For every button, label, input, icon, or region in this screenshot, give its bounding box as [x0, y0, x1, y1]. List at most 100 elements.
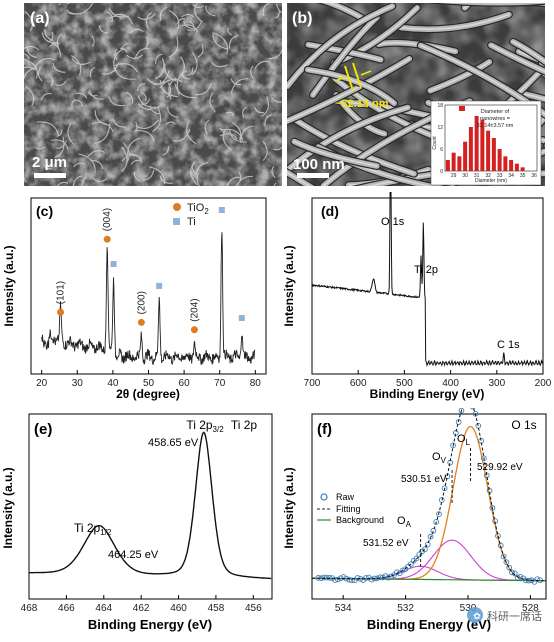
x-tick-label: 460 [170, 603, 187, 614]
raw-data-point [340, 574, 347, 580]
diameter-measure-label: ~32.14 nm [335, 98, 389, 110]
histogram-bar [445, 160, 450, 171]
x-tick-label: 534 [335, 603, 352, 614]
nanowire-highlight [268, 58, 411, 130]
panel-e: 468 466 464 462 460 458 456 (e) Ti 2p Ti 2p3/2… [0, 408, 277, 637]
nanowire-highlight [523, 93, 554, 103]
panel-e-label: (e) [34, 421, 52, 438]
ti2p-xlabel: Binding Energy (eV) [88, 617, 212, 632]
x-tick-label: 50 [143, 378, 155, 389]
raw-data-point [332, 577, 338, 583]
scalebar-b [297, 173, 329, 178]
inset-xlabel: Diameter (nm) [475, 178, 507, 184]
ti2p-chart: 468 466 464 462 460 458 456 (e) Ti 2p Ti 2p3/2… [1, 413, 273, 632]
x-tick-label: 30 [72, 378, 84, 389]
histogram-bar [451, 152, 456, 171]
o1s-label: O 1s [381, 216, 405, 228]
nanowire-highlight [286, 5, 394, 87]
oa-value: 531.52 eV [363, 538, 409, 549]
histogram-bar [497, 149, 502, 171]
tio2-peak-marker [190, 326, 198, 334]
panel-a-label: (a) [30, 10, 50, 27]
scalebar-a [34, 173, 66, 178]
raw-data-point [489, 505, 496, 511]
nanowire-highlight [490, 44, 554, 77]
sem-image-b: (b) ~32.14 nm 100 nm 0 6 12 18 29 30 31 32 33 34 3… [265, 0, 554, 248]
x-tick-label: 200 [535, 378, 551, 389]
raw-data-point [430, 527, 437, 534]
inset-xtick: 33 [497, 173, 503, 179]
ti2p-label: Ti 2p [414, 264, 438, 276]
raw-data-point [422, 546, 428, 553]
nanowire-highlight [293, 117, 415, 175]
watermark-text: 科研一席话 [487, 609, 542, 623]
inset-xtick: 31 [474, 173, 480, 179]
nanowire-highlight [399, 13, 510, 30]
sem-texture-a [11, 0, 293, 198]
tio2-legend-marker [173, 203, 181, 211]
ti-peak-marker [156, 282, 163, 289]
raw-data-point [349, 577, 355, 584]
inset-ylabel: Count [432, 136, 438, 150]
survey-spectrum-line [311, 141, 544, 368]
x-tick-label: 468 [21, 603, 38, 614]
histogram-bar [491, 138, 496, 171]
raw-data-point [509, 569, 515, 576]
ol-value: 529.92 eV [477, 462, 523, 473]
inset-ytick: 6 [440, 147, 443, 153]
panel-b: (b) ~32.14 nm 100 nm 0 6 12 18 29 30 31 32 33 34 3… [265, 0, 554, 248]
raw-data-point [394, 569, 400, 576]
ti2p-corner-label: Ti 2p [231, 418, 258, 432]
xrd-peak-label: (204) [189, 298, 200, 321]
ti2p32-label: Ti 2p3/2 [186, 418, 224, 434]
raw-data-point [323, 574, 330, 581]
watermark-icon-glyph: ✿ [473, 611, 481, 621]
histogram-bar [520, 167, 525, 171]
raw-data-point [385, 574, 392, 581]
raw-data-point [368, 576, 375, 583]
survey-xlabel: Binding Energy (eV) [370, 387, 485, 401]
raw-data-point [399, 567, 406, 574]
x-tick-label: 20 [36, 378, 48, 389]
ti-peak-marker [238, 315, 245, 322]
xrd-peak-label: (101) [56, 281, 67, 304]
histogram-bar [463, 141, 468, 171]
raw-data-point [452, 430, 459, 436]
histogram-bar [509, 160, 514, 171]
diameter-marker [334, 62, 372, 92]
raw-data-point [315, 575, 322, 581]
ti2p12-value: 464.25 eV [108, 549, 159, 561]
histogram-bar [480, 119, 485, 171]
raw-data-point [382, 573, 389, 579]
nanowire-highlight [293, 140, 378, 167]
raw-data-point [433, 519, 440, 525]
o1s-corner-label: O 1s [511, 418, 536, 432]
x-tick-label: 462 [133, 603, 150, 614]
survey-ylabel: Intensity (a.u.) [282, 245, 296, 326]
nanowire-highlight [312, 16, 378, 96]
fitting-legend-label: Fitting [336, 504, 361, 514]
x-tick-label: 530 [460, 603, 477, 614]
x-tick-label: 458 [208, 603, 225, 614]
x-tick-label: 464 [95, 603, 112, 614]
inset-legend-3: 32.14±3.57 nm [477, 123, 514, 129]
inset-ytick: 0 [440, 169, 443, 175]
xrd-pattern-line [41, 232, 256, 366]
inset-legend-2: nanowires = [480, 116, 510, 122]
inset-legend-swatch [459, 106, 465, 111]
raw-data-point [321, 574, 327, 581]
x-tick-label: 80 [250, 378, 262, 389]
sem-image-a: (a) 2 μm [11, 0, 293, 198]
raw-legend-marker [320, 493, 328, 501]
oa-label: OA [397, 515, 412, 529]
x-tick-label: 700 [304, 378, 321, 389]
raw-data-point [514, 574, 521, 581]
panel-a: (a) 2 μm [11, 0, 293, 198]
raw-data-point [506, 564, 513, 571]
inset-xtick: 35 [520, 173, 526, 179]
xrd-xlabel: 2θ (degree) [116, 387, 180, 401]
histogram-inset: 0 6 12 18 29 30 31 32 33 34 35 36 Diameter of nanow… [430, 100, 542, 186]
xrd-ylabel: Intensity (a.u.) [2, 245, 16, 326]
raw-data-point [500, 553, 507, 560]
raw-data-point [346, 576, 352, 583]
